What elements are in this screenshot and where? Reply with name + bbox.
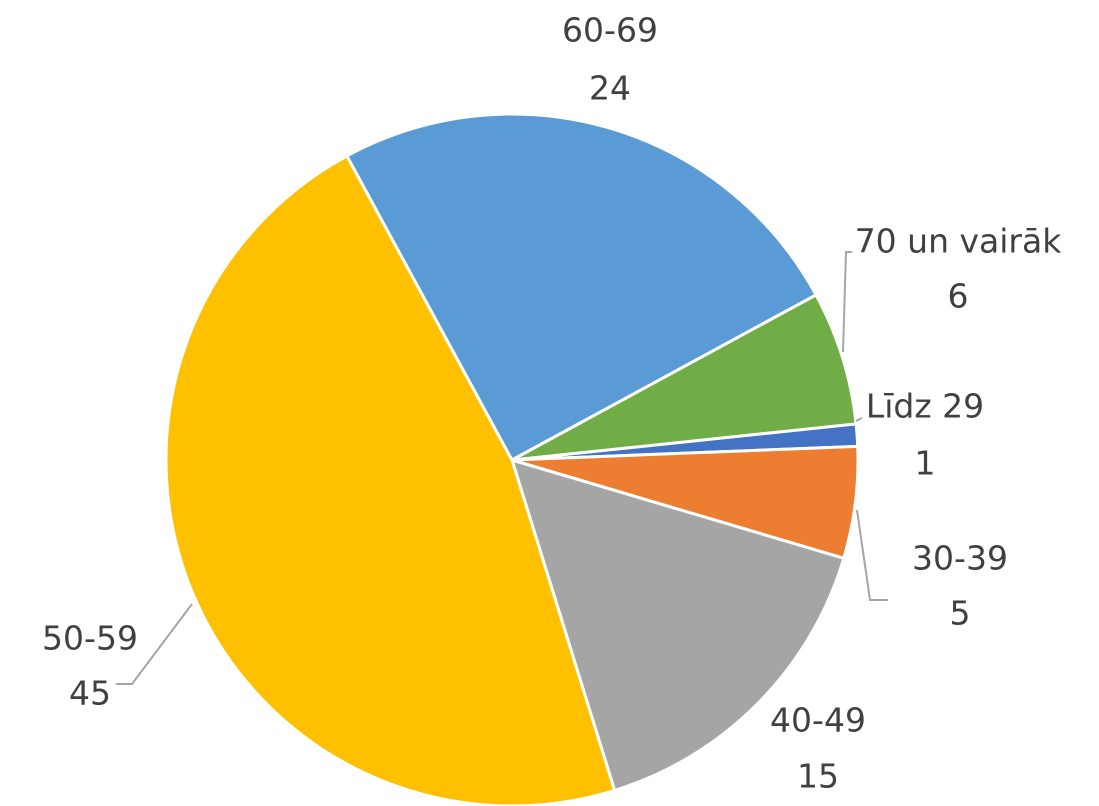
data-label-value: 24 bbox=[589, 69, 631, 108]
data-label-category: 50-59 bbox=[42, 619, 138, 658]
pie bbox=[164, 112, 860, 806]
data-label-value: 45 bbox=[69, 674, 111, 713]
data-label-category: Līdz 29 bbox=[866, 387, 984, 426]
data-label-category: 30-39 bbox=[912, 539, 1008, 578]
data-label-value: 1 bbox=[915, 444, 936, 483]
data-label-category: 40-49 bbox=[770, 701, 866, 740]
pie-slice bbox=[509, 457, 846, 793]
leader-line bbox=[842, 251, 852, 353]
leader-line bbox=[855, 417, 863, 422]
leader-line bbox=[856, 509, 888, 601]
leader-lines bbox=[116, 251, 888, 685]
pie-slice bbox=[511, 292, 858, 462]
data-label-category: 70 un vairāk bbox=[855, 222, 1063, 261]
data-label-value: 6 bbox=[948, 277, 969, 316]
data-label-value: 5 bbox=[950, 594, 971, 633]
data-label-value: 15 bbox=[797, 757, 839, 796]
data-label-category: 60-69 bbox=[562, 11, 658, 50]
pie-slice bbox=[344, 112, 819, 463]
pie-slice bbox=[164, 153, 617, 806]
leader-line bbox=[116, 603, 193, 685]
